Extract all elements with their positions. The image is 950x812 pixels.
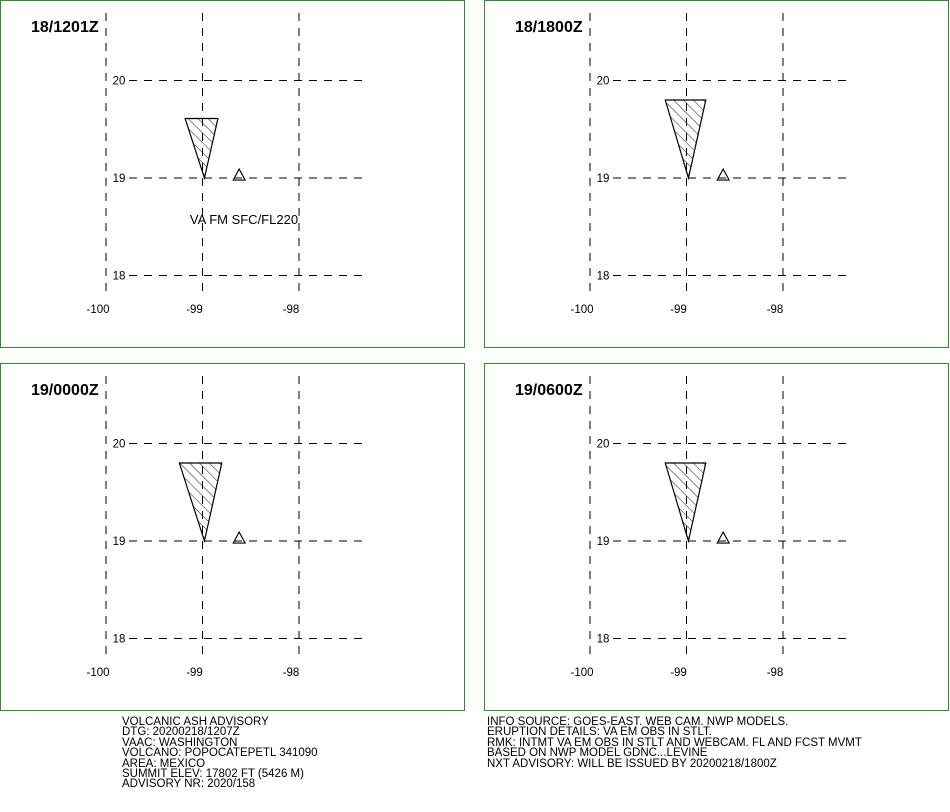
ash-cloud-polygon [664, 462, 707, 544]
lon-tick-label: -100 [86, 304, 109, 316]
ash-map-4: -100 -99 -98 20 19 18 [570, 376, 847, 679]
lat-tick-label: 19 [597, 536, 610, 548]
volcano-marker-icon [716, 530, 731, 544]
advisory-line: ERUPTION DETAILS: VA EM OBS IN STLT. [487, 726, 712, 739]
panel-time-label: 18/1800Z [515, 19, 583, 36]
lat-tick-label: 18 [113, 271, 126, 283]
ash-map-3: -100 -99 -98 20 19 18 [86, 376, 363, 679]
advisory-line: SUMMIT ELEV: 17802 FT (5426 M) [122, 767, 304, 780]
lon-tick-label: -98 [283, 667, 300, 679]
lat-tick-label: 19 [597, 173, 610, 185]
volcano-marker-icon [716, 167, 731, 181]
lon-tick-label: -99 [186, 304, 203, 316]
panel-time-label: 19/0000Z [31, 382, 99, 399]
flight-level-label: VA FM SFC/FL220 [190, 212, 298, 227]
advisory-line: INFO SOURCE: GOES-EAST. WEB CAM. NWP MOD… [487, 716, 789, 728]
advisory-line: AREA: MEXICO [122, 757, 206, 770]
ash-cloud-polygon [184, 117, 219, 181]
advisory-line: NXT ADVISORY: WILL BE ISSUED BY 20200218… [487, 757, 777, 770]
ash-map-1: -100 -99 -98 20 19 18 VA FM SFC/FL220 [86, 13, 363, 316]
forecast-panel-4: -100 -99 -98 20 19 18 19/0600Z [484, 363, 949, 711]
lon-tick-label: -100 [570, 667, 593, 679]
advisory-line: RMK: INTMT VA EM OBS IN STLT AND WEBCAM.… [487, 736, 862, 749]
lat-tick-label: 20 [113, 439, 126, 451]
lon-tick-label: -99 [186, 667, 203, 679]
lon-tick-label: -99 [670, 667, 687, 679]
forecast-panel-3: -100 -99 -98 20 19 18 19/0000Z [0, 363, 465, 711]
lat-tick-label: 18 [597, 271, 610, 283]
advisory-line: VAAC: WASHINGTON [122, 736, 238, 749]
lat-tick-label: 18 [597, 634, 610, 646]
advisory-left-block: VOLCANIC ASH ADVISORY DTG: 20200218/1207… [122, 716, 318, 791]
forecast-panel-2: -100 -99 -98 20 19 18 18/1800Z [484, 0, 949, 348]
lon-tick-label: -100 [570, 304, 593, 316]
advisory-right-block: INFO SOURCE: GOES-EAST. WEB CAM. NWP MOD… [487, 716, 862, 770]
advisory-line: VOLCANO: POPOCATEPETL 341090 [122, 747, 318, 760]
volcano-marker-icon [232, 530, 247, 544]
ash-map-2: -100 -99 -98 20 19 18 [570, 13, 847, 316]
lat-tick-label: 20 [113, 76, 126, 88]
lat-tick-label: 20 [597, 439, 610, 451]
ash-cloud-polygon [178, 462, 223, 544]
advisory-line: DTG: 20200218/1207Z [122, 726, 240, 739]
lat-tick-label: 19 [113, 536, 126, 548]
lat-tick-label: 20 [597, 76, 610, 88]
lat-tick-label: 19 [113, 173, 126, 185]
lon-tick-label: -100 [86, 667, 109, 679]
panel-time-label: 18/1201Z [31, 19, 99, 36]
advisory-line: BASED ON NWP MODEL GDNC...LEVINE [487, 747, 708, 760]
lon-tick-label: -98 [767, 304, 784, 316]
ash-cloud-polygon [664, 99, 707, 181]
lat-tick-label: 18 [113, 634, 126, 646]
lon-tick-label: -98 [283, 304, 300, 316]
lon-tick-label: -98 [767, 667, 784, 679]
forecast-panel-1: -100 -99 -98 20 19 18 VA FM SFC/FL220 18/1201Z [0, 0, 465, 348]
advisory-line: ADVISORY NR: 2020/158 [122, 778, 256, 791]
panel-time-label: 19/0600Z [515, 382, 583, 399]
lon-tick-label: -99 [670, 304, 687, 316]
advisory-line: VOLCANIC ASH ADVISORY [122, 716, 269, 728]
volcano-marker-icon [232, 167, 247, 181]
